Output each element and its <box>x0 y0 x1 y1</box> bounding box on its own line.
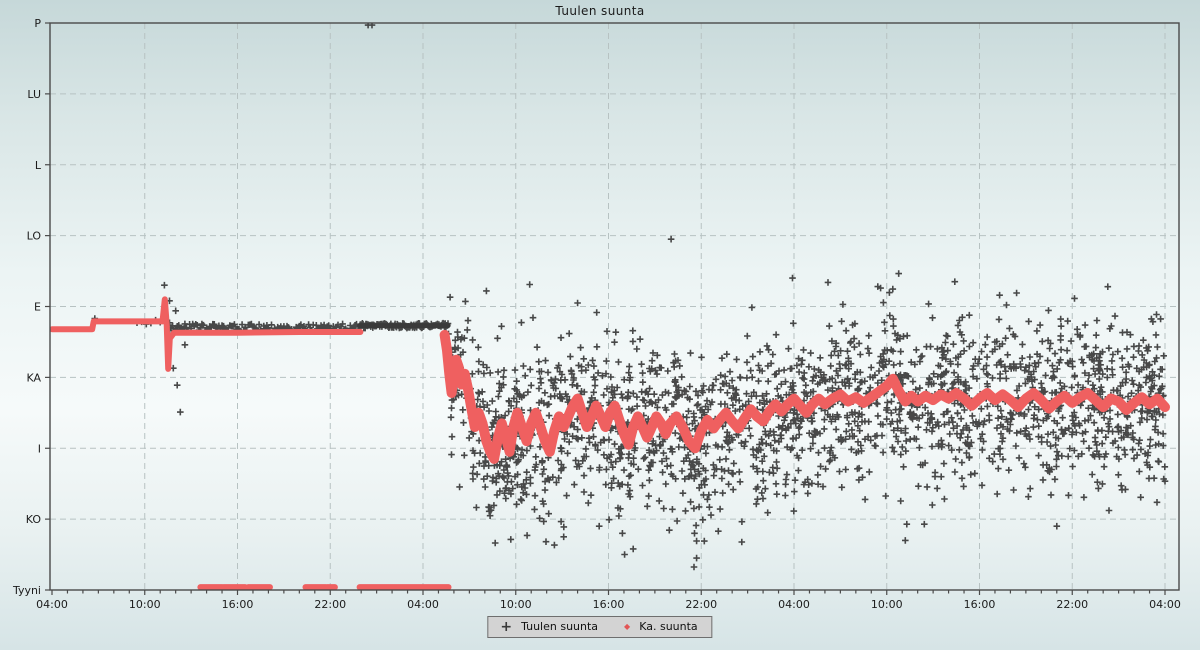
obs-plus-markers <box>91 23 1169 571</box>
x-tick-label: 16:00 <box>593 598 625 611</box>
series-average-direction <box>50 296 1170 590</box>
series-wind-direction-observations <box>91 23 1169 571</box>
y-tick-label: Tyyni <box>12 584 41 597</box>
y-tick-label: LU <box>27 88 41 101</box>
x-tick-label: 10:00 <box>500 598 532 611</box>
diamond-marker-icon: ◆ <box>624 621 631 631</box>
legend-label-observations: Tuulen suunta <box>521 620 599 633</box>
y-tick-label: E <box>34 301 41 314</box>
x-tick-label: 22:00 <box>1056 598 1088 611</box>
x-tick-label: 22:00 <box>314 598 346 611</box>
chart-title: Tuulen suunta <box>555 4 645 18</box>
y-tick-label: KA <box>26 371 41 384</box>
legend: + Tuulen suunta ◆ Ka. suunta <box>487 616 713 638</box>
avg-direction-line <box>50 296 364 372</box>
plus-marker-icon: + <box>500 618 513 635</box>
legend-label-average: Ka. suunta <box>639 620 698 633</box>
axes: 04:00 10:00 16:00 22:00 04:00 10:00 16:00 22:00… <box>12 17 1181 611</box>
y-tick-label: P <box>34 17 41 30</box>
y-tick-label: L <box>35 159 42 172</box>
gridlines <box>50 23 1179 590</box>
y-tick-label: KO <box>26 513 42 526</box>
x-tick-label: 10:00 <box>129 598 161 611</box>
y-tick-label: LO <box>27 230 42 243</box>
legend-item-observations: + Tuulen suunta <box>500 618 599 635</box>
x-tick-label: 16:00 <box>964 598 996 611</box>
y-tick-label: I <box>38 442 41 455</box>
avg-direction-line <box>439 329 1170 464</box>
x-tick-label: 10:00 <box>871 598 903 611</box>
legend-item-average: ◆ Ka. suunta <box>624 620 698 633</box>
x-tick-label: 22:00 <box>685 598 717 611</box>
x-tick-label: 04:00 <box>36 598 68 611</box>
x-tick-label: 16:00 <box>222 598 254 611</box>
x-tick-label: 04:00 <box>778 598 810 611</box>
x-tick-label: 04:00 <box>407 598 439 611</box>
x-tick-label: 04:00 <box>1149 598 1181 611</box>
